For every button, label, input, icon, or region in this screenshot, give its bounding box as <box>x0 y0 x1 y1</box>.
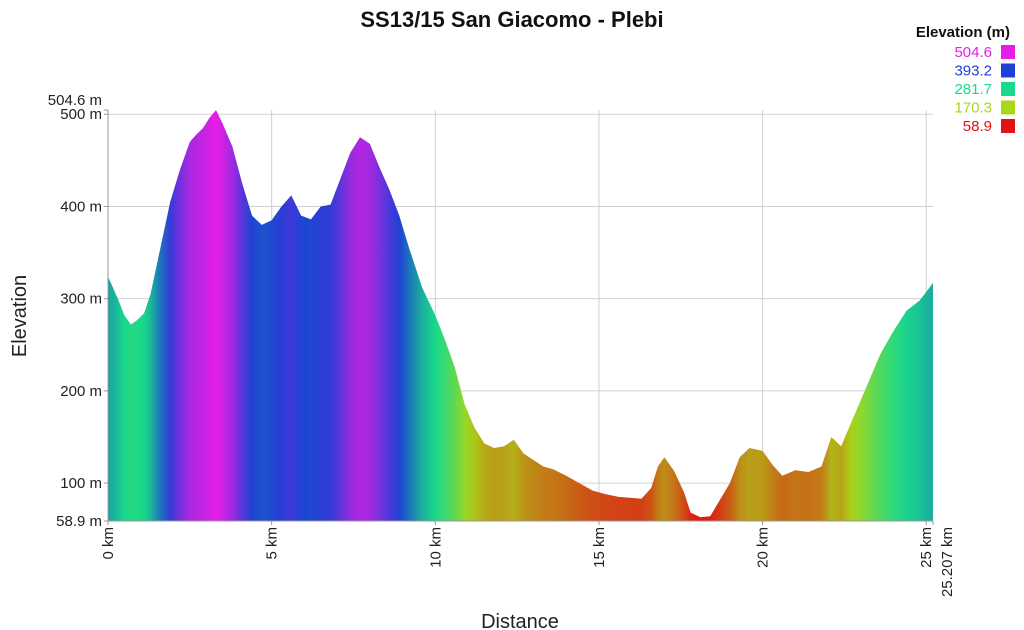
x-axis-title: Distance <box>481 611 559 630</box>
y-tick-label: 58.9 m <box>56 513 102 530</box>
x-tick-label: 10 km <box>427 527 444 568</box>
x-axis-ticks: 0 km 5 km 10 km 15 km 20 km 25 km 25.207 km <box>100 521 956 597</box>
legend-entry-label: 170.3 <box>954 100 992 117</box>
x-tick-label: 25.207 km <box>939 527 956 597</box>
x-tick-label: 0 km <box>100 527 117 560</box>
legend-title: Elevation (m) <box>916 24 1010 41</box>
x-tick-label: 25 km <box>918 527 935 568</box>
x-tick-label: 15 km <box>591 527 608 568</box>
elevation-area <box>108 110 933 521</box>
legend-swatch <box>1001 100 1015 115</box>
legend-entry-label: 504.6 <box>954 44 992 61</box>
plot-frame <box>107 110 933 522</box>
legend-swatch <box>1001 82 1015 96</box>
x-tick-label: 20 km <box>755 527 772 568</box>
x-tick-label: 5 km <box>264 527 281 560</box>
legend-entry-label: 58.9 <box>963 118 992 135</box>
legend-entry-label: 393.2 <box>954 63 992 80</box>
legend-entry-label: 281.7 <box>954 81 992 98</box>
y-tick-label: 400 m <box>60 198 102 215</box>
y-axis-title: Elevation <box>9 275 31 357</box>
y-tick-label: 200 m <box>60 383 102 400</box>
y-tick-label: 300 m <box>60 291 102 308</box>
chart-title: SS13/15 San Giacomo - Plebi <box>360 7 663 32</box>
y-tick-label: 100 m <box>60 475 102 492</box>
y-tick-label: 504.6 m <box>48 92 102 109</box>
legend-swatch <box>1001 45 1015 59</box>
legend-swatch <box>1001 119 1015 133</box>
y-tick-label: 500 m <box>60 106 102 123</box>
legend-swatch <box>1001 63 1015 78</box>
